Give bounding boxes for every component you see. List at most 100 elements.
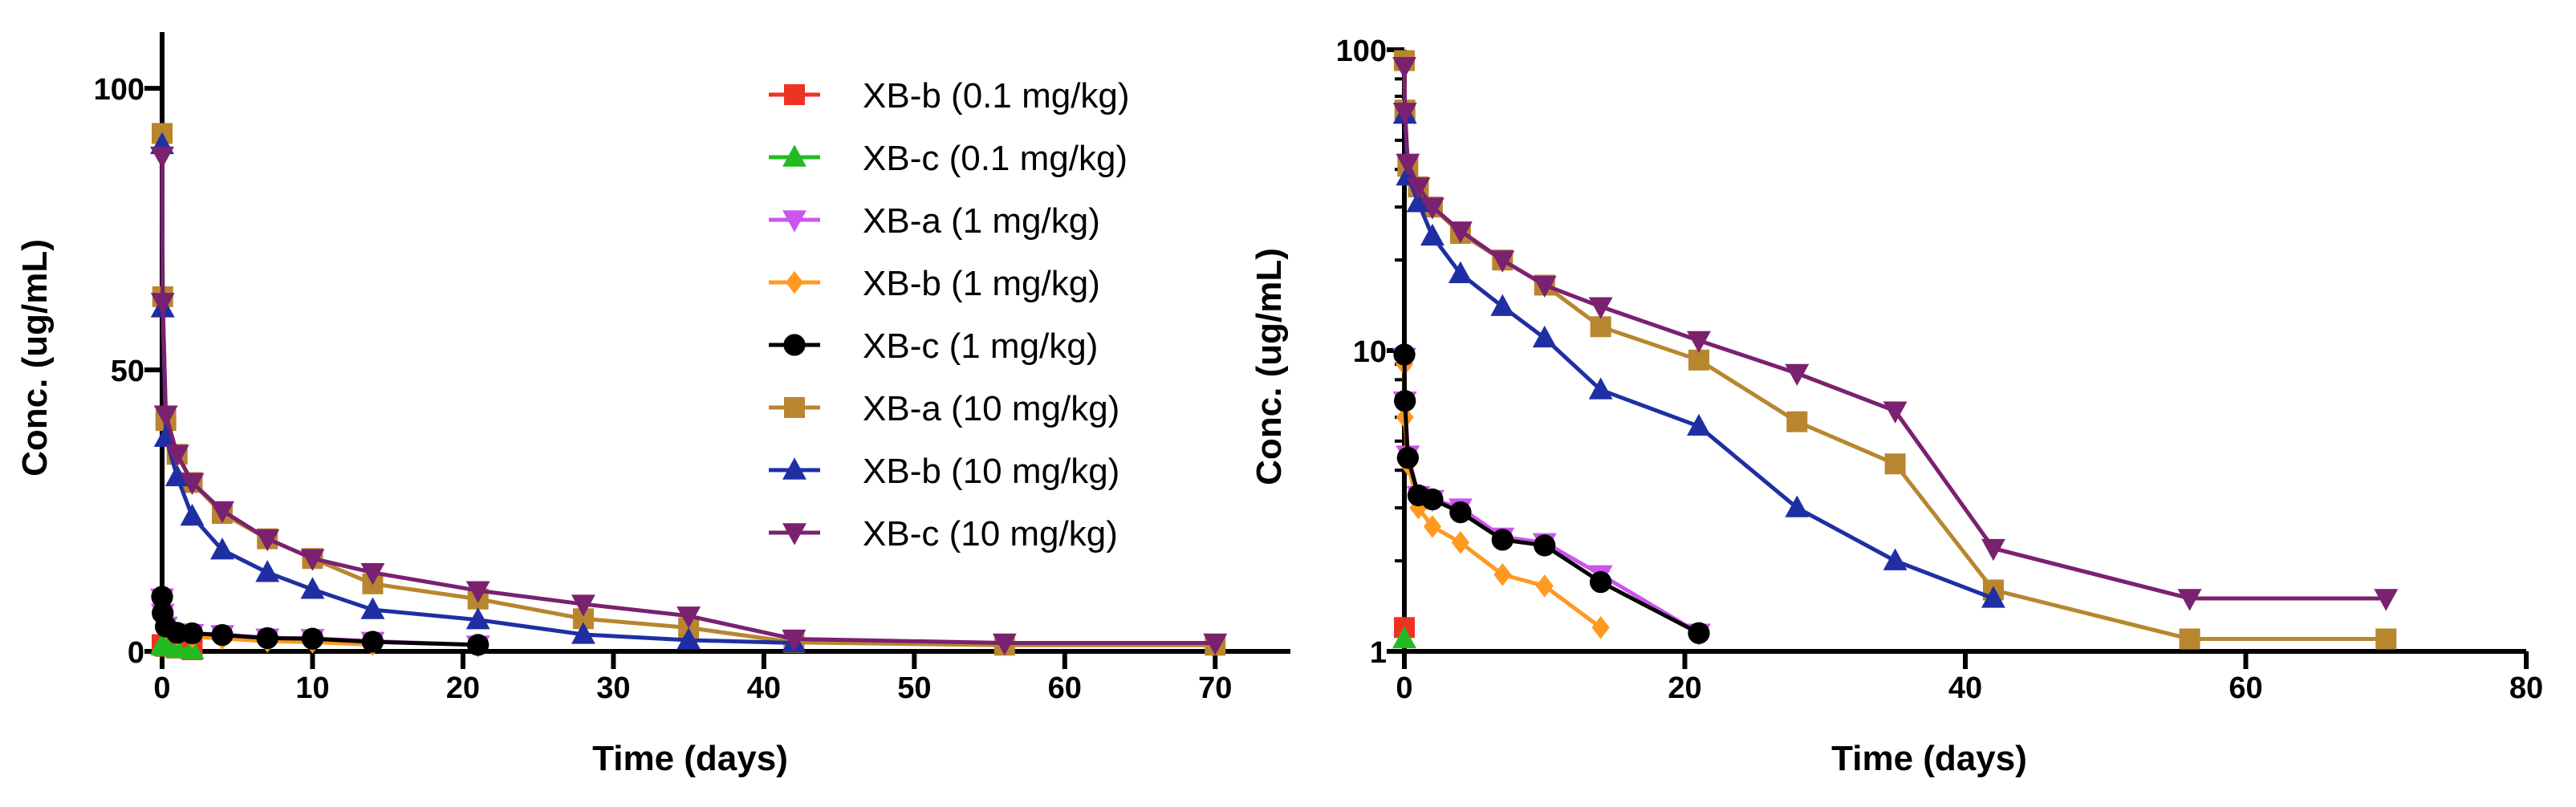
- linear-panel-series-xb-c-1-mg-kg-point: [181, 622, 204, 645]
- linear-panel-series-xb-c-0-1-mg-kg-point: [165, 635, 189, 659]
- log-panel-series-xb-b-1-mg-kg-point: [1493, 562, 1512, 586]
- linear-panel-series-xb-b-10-mg-kg-point: [255, 560, 280, 582]
- linear-panel-x-tick-label: 0: [153, 671, 170, 705]
- legend-marker: [782, 210, 807, 233]
- linear-panel-x-tick-label: 50: [897, 671, 931, 705]
- legend-item-xb-c-10-mg-kg: XB-c (10 mg/kg): [769, 514, 1118, 554]
- log-panel-series-xb-c-10-mg-kg-point: [1588, 297, 1613, 319]
- linear-panel-x-tick-label: 60: [1048, 671, 1082, 705]
- linear-panel-x-axis-title: Time (days): [592, 739, 788, 778]
- log-panel-series-xb-b-10-mg-kg-point: [1785, 495, 1810, 517]
- log-panel-series-xb-a-10-mg-kg-point: [1688, 349, 1709, 371]
- linear-panel-series-xb-c-10-mg-kg-point: [165, 444, 189, 467]
- log-panel-series-xb-b-10-mg-kg-point: [1406, 190, 1431, 213]
- log-panel-series-xb-b-10-mg-kg-point: [1981, 586, 2005, 608]
- linear-panel: 0 10 20 30 40 50 60 70 0 50 100 Time (days) Conc. (u…: [15, 32, 1290, 778]
- linear-panel-series-xb-c-1-mg-kg: [151, 586, 490, 656]
- log-panel-series-xb-c-1-mg-kg-line: [1402, 354, 1700, 635]
- log-panel-series-xb-c-10-mg-kg-point: [1392, 57, 1416, 79]
- linear-panel-series-xb-b-10-mg-kg-line: [160, 144, 794, 645]
- log-panel-series-xb-b-1-mg-kg-point: [1451, 531, 1469, 554]
- linear-panel-series-xb-c-10-mg-kg-point: [1203, 633, 1228, 656]
- log-panel-series-xb-c-10-mg-kg-point: [1883, 401, 1908, 424]
- linear-panel-y-tick-label: 0: [128, 636, 144, 670]
- log-panel-y-tick-label: 1: [1370, 636, 1387, 670]
- legend-marker: [783, 334, 806, 356]
- linear-panel-y-tick-label: 100: [94, 73, 144, 107]
- linear-panel-series-xb-c-10-mg-kg-point: [677, 606, 701, 629]
- log-panel-series-xb-b-10-mg-kg-point: [1883, 548, 1908, 570]
- log-panel-series-xb-c-10-mg-kg-line: [1402, 66, 2387, 601]
- log-panel-series-xb-c-1-mg-kg-point: [1688, 622, 1710, 644]
- legend-item-xb-b-10-mg-kg: XB-b (10 mg/kg): [769, 452, 1119, 491]
- log-panel-series-xb-c-10-mg-kg-point: [1392, 103, 1417, 125]
- linear-panel-series-xb-b-10-mg-kg-point: [210, 537, 234, 560]
- legend-marker: [782, 523, 807, 545]
- log-panel-series-xb-b-1-mg-kg-point: [1535, 574, 1554, 598]
- linear-panel-series-xb-c-10-mg-kg-point: [210, 501, 234, 524]
- log-panel-series-xb-c-10-mg-kg-point: [1687, 331, 1711, 354]
- legend-item-xb-b-1-mg-kg: XB-b (1 mg/kg): [769, 264, 1100, 303]
- log-panel-series-xb-c-0-1-mg-kg: [1392, 626, 1416, 649]
- log-panel-series-xb-c-1-mg-kg-point: [1394, 390, 1416, 412]
- legend-marker: [784, 397, 805, 418]
- log-panel-y-tick-label: 100: [1336, 34, 1387, 68]
- linear-panel-x-tick-label: 70: [1198, 671, 1232, 705]
- legend-label: XB-b (10 mg/kg): [863, 452, 1119, 491]
- log-panel-y-axis-title: Conc. (ug/mL): [1249, 248, 1289, 485]
- log-panel-series-xb-c-10-mg-kg-point: [1448, 221, 1473, 244]
- log-panel-series-xb-c-0-1-mg-kg-point: [1392, 626, 1416, 649]
- linear-panel-series-xb-c-1-mg-kg-point: [361, 631, 384, 653]
- linear-panel-series-xb-b-10-mg-kg-point: [677, 627, 701, 650]
- log-panel-series-xb-a-10-mg-kg-point: [1590, 316, 1611, 338]
- log-panel-x-tick-label: 60: [2229, 671, 2262, 705]
- legend-item-xb-c-0-1-mg-kg: XB-c (0.1 mg/kg): [769, 139, 1128, 178]
- log-panel-series-xb-b-10-mg-kg-point: [1490, 294, 1515, 316]
- log-panel-series-xb-b-10-mg-kg-point: [1532, 325, 1557, 348]
- linear-panel-series-xb-c-10-mg-kg-point: [465, 581, 490, 603]
- legend-label: XB-c (10 mg/kg): [863, 514, 1118, 554]
- linear-panel-series-xb-c-10-mg-kg-point: [571, 594, 595, 617]
- log-panel-series-xb-a-10-mg-kg-point: [2179, 628, 2200, 650]
- linear-panel-series-xb-b-10-mg-kg-point: [465, 607, 490, 630]
- linear-panel-y-axis-title: Conc. (ug/mL): [15, 239, 55, 476]
- log-panel-x-axis-title: Time (days): [1831, 739, 2027, 778]
- linear-panel-series-xb-b-10-mg-kg-point: [571, 622, 595, 644]
- log-panel-series-xb-a-10-mg-kg-point: [2375, 628, 2397, 650]
- log-panel-series-xb-c-10-mg-kg-point: [2177, 589, 2202, 611]
- legend-marker: [782, 457, 807, 480]
- linear-panel-series-xb-c-1-mg-kg-point: [151, 586, 173, 608]
- log-panel-series-xb-c-10-mg-kg-point: [2374, 589, 2399, 611]
- linear-panel-series-xb-c-10-mg-kg-point: [150, 293, 175, 315]
- log-panel-series-xb-c-10-mg-kg-point: [1785, 363, 1810, 386]
- legend-item-xb-c-1-mg-kg: XB-c (1 mg/kg): [769, 326, 1098, 366]
- linear-panel-series-xb-c-1-mg-kg-point: [256, 627, 278, 650]
- legend-label: XB-a (1 mg/kg): [863, 201, 1100, 241]
- legend-item-xb-b-0-1-mg-kg: XB-b (0.1 mg/kg): [769, 76, 1130, 116]
- linear-panel-series-xb-c-10-mg-kg-point: [782, 629, 807, 652]
- log-panel-x-tick-label: 80: [2509, 671, 2543, 705]
- legend-label: XB-a (10 mg/kg): [863, 389, 1119, 428]
- linear-panel-x-tick-label: 40: [747, 671, 781, 705]
- legend-label: XB-c (0.1 mg/kg): [863, 139, 1128, 178]
- log-panel: 0 20 40 60 80 1 10 100 Time (days) Conc. (ug/mL): [1249, 34, 2543, 778]
- log-panel-series-xb-c-10-mg-kg-point: [1532, 275, 1557, 298]
- linear-panel-legend: XB-b (0.1 mg/kg) XB-c (0.1 mg/kg) XB-a (1 …: [769, 76, 1130, 554]
- linear-panel-series-xb-b-10-mg-kg-point: [180, 503, 205, 526]
- legend-label: XB-b (0.1 mg/kg): [863, 76, 1130, 116]
- linear-panel-series-xb-c-0-1-mg-kg: [150, 632, 205, 659]
- linear-panel-series-xb-c-10-mg-kg-point: [992, 633, 1017, 656]
- log-panel-series-xb-c-10-mg-kg-point: [1420, 197, 1444, 220]
- linear-panel-series-xb-c-1-mg-kg-point: [467, 634, 490, 656]
- log-panel-x-tick-label: 0: [1396, 671, 1412, 705]
- legend-item-xb-a-1-mg-kg: XB-a (1 mg/kg): [769, 201, 1100, 241]
- log-panel-series-xb-c-1-mg-kg-point: [1491, 529, 1514, 551]
- log-panel-series-xb-c-10-mg-kg-point: [1490, 250, 1515, 273]
- log-panel-series-xb-c-1-mg-kg-point: [1393, 343, 1416, 366]
- legend-marker: [782, 144, 807, 167]
- log-panel-series-xb-c-1-mg-kg-point: [1449, 501, 1472, 524]
- linear-panel-series-xb-c-10-mg-kg-point: [150, 146, 174, 168]
- log-panel-series-xb-c-1-mg-kg-point: [1396, 447, 1420, 469]
- log-panel-series-xb-b-10-mg-kg-point: [1687, 413, 1711, 436]
